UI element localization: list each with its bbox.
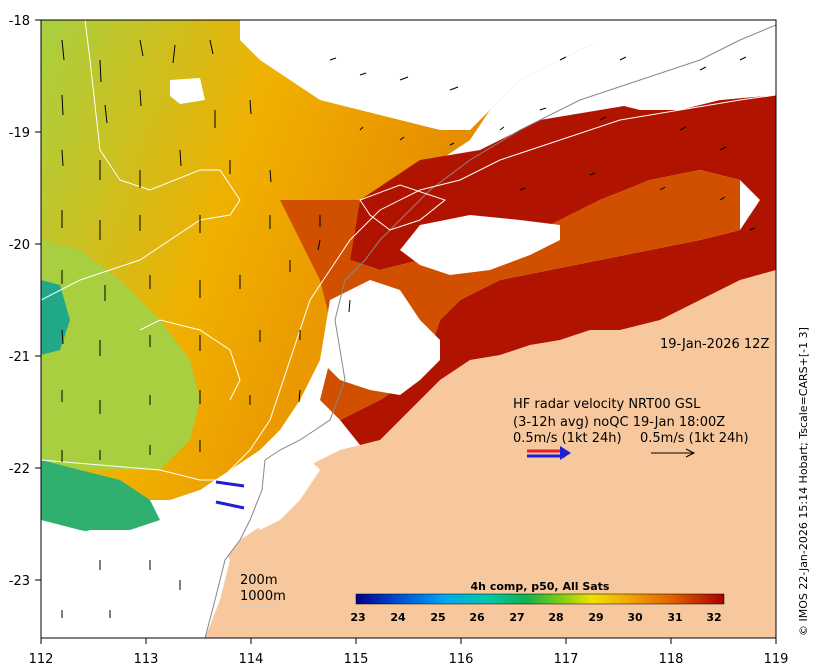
cloud-gap bbox=[170, 78, 205, 104]
current-arrow bbox=[179, 149, 182, 167]
colorbar-tick: 24 bbox=[390, 611, 406, 624]
current-arrow bbox=[719, 196, 726, 201]
colorbar-tick: 31 bbox=[667, 611, 682, 624]
x-tick-label: 117 bbox=[554, 652, 579, 667]
current-arrow bbox=[317, 239, 321, 251]
colorbar-tick: 32 bbox=[706, 611, 721, 624]
isobath-1000m bbox=[139, 319, 241, 401]
isobath-1000m bbox=[41, 20, 241, 301]
sst-field-cool bbox=[41, 460, 160, 545]
current-arrow bbox=[719, 146, 727, 151]
x-tick-label: 118 bbox=[659, 652, 684, 667]
current-arrow bbox=[499, 126, 505, 131]
current-arrow bbox=[589, 172, 596, 176]
current-arrow bbox=[619, 56, 627, 61]
current-arrow bbox=[61, 94, 64, 116]
cloud-gap bbox=[250, 450, 320, 530]
y-tick-label: -18 bbox=[9, 14, 30, 29]
current-arrow bbox=[659, 186, 666, 191]
current-arrow bbox=[139, 89, 142, 107]
hf-radar-vector bbox=[215, 500, 245, 510]
x-tick-label: 113 bbox=[134, 652, 159, 667]
cloud-gap bbox=[400, 215, 560, 275]
current-arrow bbox=[61, 39, 65, 61]
credit-text: © IMOS 22-Jan-2026 15:14 Hobart; Tscale=… bbox=[797, 327, 810, 636]
current-arrow bbox=[559, 56, 567, 61]
current-arrow bbox=[359, 72, 367, 76]
colorbar-tick: 28 bbox=[548, 611, 563, 624]
current-arrow bbox=[99, 59, 102, 83]
isobath-1000m bbox=[359, 184, 447, 231]
map-plot bbox=[41, 20, 776, 638]
current-arrow bbox=[172, 44, 176, 64]
current-arrow bbox=[599, 116, 607, 121]
colorbar-ticks: 23 24 25 26 27 28 29 30 31 32 bbox=[350, 611, 721, 624]
y-axis: -18 -19 -20 -21 -22 -23 bbox=[9, 14, 41, 589]
hf-radar-vector bbox=[215, 480, 245, 488]
hf-radar-scale-right: 0.5m/s (1kt 24h) bbox=[640, 431, 749, 446]
y-tick-label: -22 bbox=[9, 462, 30, 477]
current-arrow bbox=[104, 104, 108, 124]
scale-arrow-radar bbox=[527, 446, 571, 460]
cloud-gap bbox=[240, 20, 620, 130]
cloud-gap bbox=[320, 280, 440, 395]
x-axis: 112 113 114 115 116 117 118 119 bbox=[29, 638, 789, 667]
hf-radar-title: HF radar velocity NRT00 GSL bbox=[513, 397, 701, 412]
colorbar-title: 4h comp, p50, All Sats bbox=[471, 580, 610, 593]
colorbar-tick: 25 bbox=[430, 611, 445, 624]
current-arrow bbox=[449, 86, 459, 91]
scale-arrow-model bbox=[651, 448, 696, 458]
map-timestamp: 19-Jan-2026 12Z bbox=[660, 337, 769, 352]
current-arrow bbox=[139, 39, 144, 57]
current-arrows bbox=[61, 39, 756, 618]
current-arrow bbox=[539, 107, 547, 111]
colorbar-tick: 30 bbox=[627, 611, 643, 624]
cloud-gap bbox=[590, 20, 776, 110]
current-arrow bbox=[329, 57, 337, 61]
current-arrow bbox=[399, 136, 405, 141]
x-tick-label: 115 bbox=[344, 652, 369, 667]
current-arrow bbox=[359, 126, 364, 131]
current-arrow bbox=[209, 39, 214, 55]
current-arrow bbox=[61, 149, 64, 167]
colorbar bbox=[355, 593, 725, 605]
isobath-label-200m: 200m bbox=[240, 573, 277, 588]
current-arrow bbox=[519, 187, 526, 191]
cloud-gap bbox=[41, 520, 230, 638]
x-tick-label: 114 bbox=[239, 652, 264, 667]
y-tick-label: -19 bbox=[9, 126, 30, 141]
colorbar-tick: 26 bbox=[469, 611, 485, 624]
current-arrow bbox=[269, 169, 272, 183]
plot-frame bbox=[40, 19, 777, 639]
sst-field-green bbox=[41, 240, 200, 470]
current-arrow bbox=[449, 142, 455, 146]
current-arrow bbox=[739, 56, 747, 61]
current-arrow bbox=[749, 227, 756, 231]
x-tick-label: 119 bbox=[764, 652, 789, 667]
y-tick-label: -21 bbox=[9, 350, 30, 365]
x-tick-label: 116 bbox=[449, 652, 474, 667]
x-tick-label: 112 bbox=[29, 652, 54, 667]
colorbar-tick: 27 bbox=[509, 611, 524, 624]
current-arrow bbox=[249, 99, 252, 115]
y-tick-label: -20 bbox=[9, 238, 30, 253]
hf-radar-scale-left: 0.5m/s (1kt 24h) bbox=[513, 431, 622, 446]
hf-radar-subtitle: (3-12h avg) noQC 19-Jan 18:00Z bbox=[513, 415, 725, 430]
colorbar-tick: 29 bbox=[588, 611, 603, 624]
current-arrow bbox=[679, 126, 687, 131]
current-arrow bbox=[298, 389, 301, 403]
isobath-200m bbox=[41, 94, 776, 481]
colorbar-tick: 23 bbox=[350, 611, 365, 624]
current-arrow bbox=[61, 329, 64, 345]
y-tick-label: -23 bbox=[9, 574, 30, 589]
current-arrow bbox=[399, 76, 409, 81]
current-arrow bbox=[699, 66, 707, 71]
isobath-label-1000m: 1000m bbox=[240, 589, 286, 604]
current-arrow bbox=[348, 299, 351, 313]
coastline bbox=[204, 24, 776, 638]
